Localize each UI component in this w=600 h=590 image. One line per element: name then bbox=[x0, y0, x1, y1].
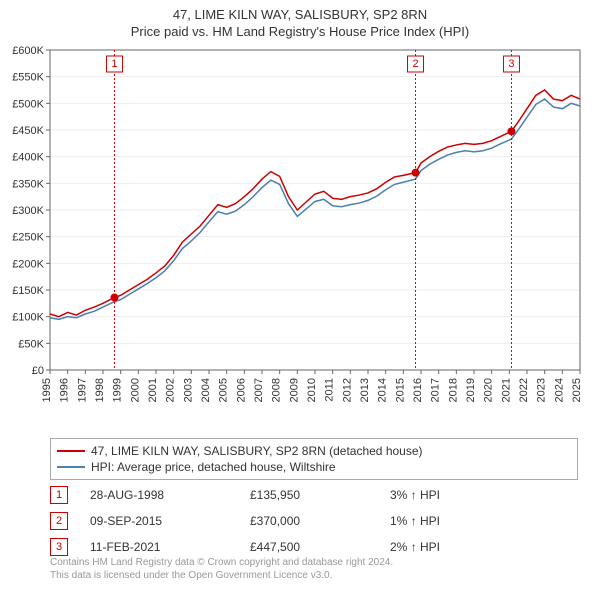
svg-text:£50K: £50K bbox=[18, 338, 44, 350]
sales-flag: 2 bbox=[50, 512, 68, 530]
svg-text:2013: 2013 bbox=[359, 378, 371, 402]
svg-text:2023: 2023 bbox=[536, 378, 548, 402]
chart-title-line1: 47, LIME KILN WAY, SALISBURY, SP2 8RN bbox=[0, 0, 600, 24]
svg-text:£600K: £600K bbox=[12, 45, 44, 57]
sales-pct: 3% ↑ HPI bbox=[390, 488, 570, 502]
svg-text:2002: 2002 bbox=[165, 378, 177, 402]
svg-text:2007: 2007 bbox=[253, 378, 265, 402]
sale-marker-dot bbox=[412, 169, 420, 177]
legend-swatch bbox=[57, 450, 85, 452]
svg-text:2003: 2003 bbox=[182, 378, 194, 402]
svg-text:2018: 2018 bbox=[447, 378, 459, 402]
footer-line2: This data is licensed under the Open Gov… bbox=[50, 569, 393, 582]
sales-flag: 1 bbox=[50, 486, 68, 504]
svg-text:2004: 2004 bbox=[200, 378, 212, 402]
sales-row: 2 09-SEP-2015£370,0001% ↑ HPI bbox=[50, 508, 578, 534]
svg-text:1998: 1998 bbox=[94, 378, 106, 402]
footer-line1: Contains HM Land Registry data © Crown c… bbox=[50, 556, 393, 569]
svg-text:2016: 2016 bbox=[412, 378, 424, 402]
svg-text:1995: 1995 bbox=[41, 378, 53, 402]
svg-text:£500K: £500K bbox=[12, 98, 44, 110]
footer-text: Contains HM Land Registry data © Crown c… bbox=[50, 556, 393, 582]
main-series-line bbox=[50, 90, 580, 317]
svg-text:£100K: £100K bbox=[12, 312, 44, 324]
svg-text:£0: £0 bbox=[32, 365, 44, 377]
svg-text:2000: 2000 bbox=[129, 378, 141, 402]
svg-text:1996: 1996 bbox=[59, 378, 71, 402]
svg-text:£150K: £150K bbox=[12, 285, 44, 297]
sales-date: 09-SEP-2015 bbox=[90, 514, 250, 528]
svg-text:£400K: £400K bbox=[12, 152, 44, 164]
chart-title-line2: Price paid vs. HM Land Registry's House … bbox=[0, 24, 600, 45]
svg-text:2019: 2019 bbox=[465, 378, 477, 402]
svg-text:2012: 2012 bbox=[341, 378, 353, 402]
svg-text:£250K: £250K bbox=[12, 232, 44, 244]
legend-label: HPI: Average price, detached house, Wilt… bbox=[91, 460, 336, 474]
sales-price: £447,500 bbox=[250, 540, 390, 554]
svg-text:1999: 1999 bbox=[112, 378, 124, 402]
sales-date: 28-AUG-1998 bbox=[90, 488, 250, 502]
svg-text:2020: 2020 bbox=[483, 378, 495, 402]
svg-text:2011: 2011 bbox=[324, 378, 336, 402]
chart-plot-area: £0£50K£100K£150K£200K£250K£300K£350K£400… bbox=[50, 50, 580, 400]
legend-row: 47, LIME KILN WAY, SALISBURY, SP2 8RN (d… bbox=[57, 443, 571, 459]
svg-text:2015: 2015 bbox=[394, 378, 406, 402]
svg-text:£450K: £450K bbox=[12, 125, 44, 137]
svg-text:2001: 2001 bbox=[147, 378, 159, 402]
svg-text:2024: 2024 bbox=[553, 378, 565, 402]
sales-table: 1 28-AUG-1998£135,9503% ↑ HPI 2 09-SEP-2015… bbox=[50, 482, 578, 560]
sales-price: £370,000 bbox=[250, 514, 390, 528]
sale-marker-dot bbox=[110, 293, 118, 301]
svg-text:2009: 2009 bbox=[288, 378, 300, 402]
sales-flag: 3 bbox=[50, 538, 68, 556]
svg-text:2025: 2025 bbox=[571, 378, 583, 402]
svg-text:2005: 2005 bbox=[218, 378, 230, 402]
svg-text:2021: 2021 bbox=[500, 378, 512, 402]
svg-text:1997: 1997 bbox=[76, 378, 88, 402]
svg-text:2006: 2006 bbox=[235, 378, 247, 402]
legend-label: 47, LIME KILN WAY, SALISBURY, SP2 8RN (d… bbox=[91, 444, 423, 458]
svg-text:2010: 2010 bbox=[306, 378, 318, 402]
svg-text:£550K: £550K bbox=[12, 72, 44, 84]
sales-price: £135,950 bbox=[250, 488, 390, 502]
svg-text:2017: 2017 bbox=[430, 378, 442, 402]
svg-text:2014: 2014 bbox=[377, 378, 389, 402]
svg-text:£300K: £300K bbox=[12, 205, 44, 217]
svg-text:2008: 2008 bbox=[271, 378, 283, 402]
sale-flag-number: 3 bbox=[508, 58, 514, 70]
sale-flag-number: 1 bbox=[111, 58, 117, 70]
svg-text:2022: 2022 bbox=[518, 378, 530, 402]
sale-flag-number: 2 bbox=[412, 58, 418, 70]
svg-text:£200K: £200K bbox=[12, 258, 44, 270]
sales-row: 1 28-AUG-1998£135,9503% ↑ HPI bbox=[50, 482, 578, 508]
legend-swatch bbox=[57, 466, 85, 468]
legend-box: 47, LIME KILN WAY, SALISBURY, SP2 8RN (d… bbox=[50, 438, 578, 480]
legend-row: HPI: Average price, detached house, Wilt… bbox=[57, 459, 571, 475]
svg-text:£350K: £350K bbox=[12, 178, 44, 190]
sale-marker-dot bbox=[507, 127, 515, 135]
sales-date: 11-FEB-2021 bbox=[90, 540, 250, 554]
sales-pct: 2% ↑ HPI bbox=[390, 540, 570, 554]
hpi-series-line bbox=[50, 99, 580, 319]
sales-pct: 1% ↑ HPI bbox=[390, 514, 570, 528]
